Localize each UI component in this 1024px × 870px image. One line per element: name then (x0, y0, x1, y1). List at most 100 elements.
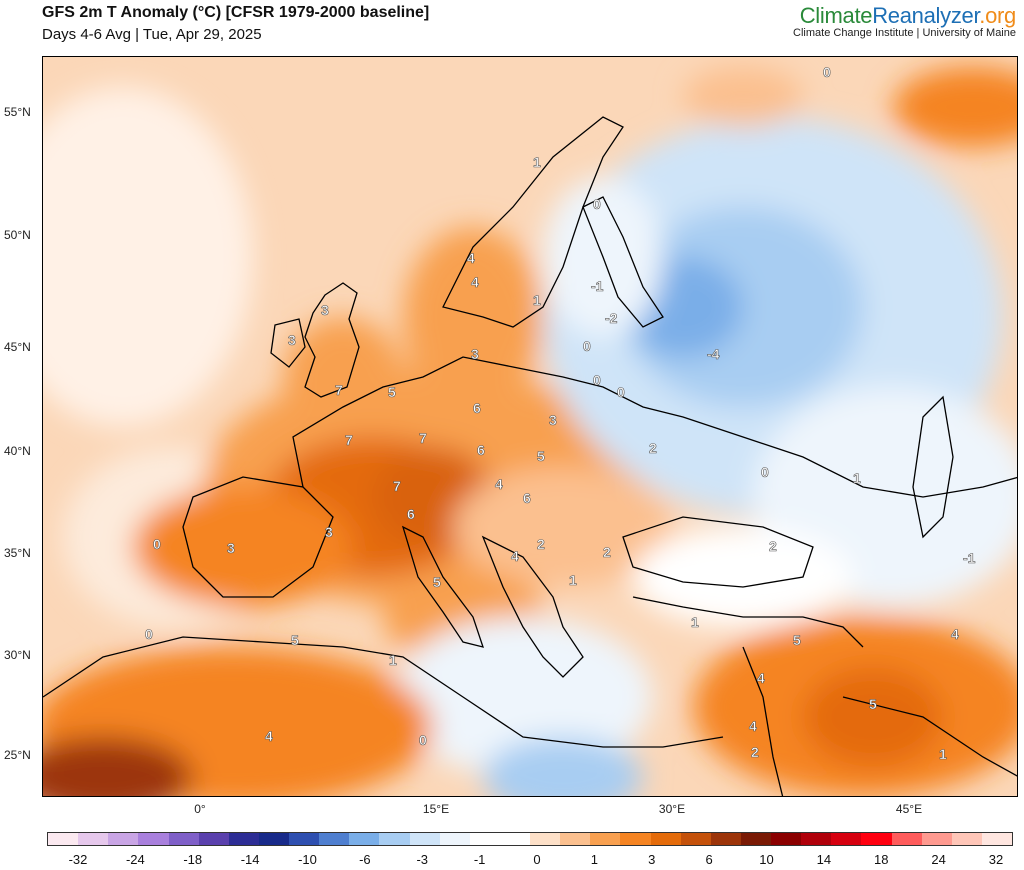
contour-label: 6 (407, 506, 415, 522)
map-title: GFS 2m T Anomaly (°C) [CFSR 1979-2000 ba… (42, 4, 430, 21)
contour-label: 3 (321, 302, 329, 318)
contour-label: 4 (757, 670, 765, 686)
colorbar-swatch (921, 833, 952, 845)
colorbar-tick-label: -3 (416, 852, 429, 867)
colorbar-tick-label: 10 (759, 852, 774, 867)
contour-label: -2 (605, 310, 618, 326)
colorbar-tick-label: -6 (359, 852, 371, 867)
colorbar-swatch (891, 833, 922, 845)
colorbar-swatch (650, 833, 681, 845)
contour-label: 6 (473, 400, 481, 416)
contour-label: 2 (537, 536, 545, 552)
map-subtitle: Days 4-6 Avg | Tue, Apr 29, 2025 (42, 26, 262, 43)
contour-label: 0 (593, 196, 601, 212)
contour-label: 4 (749, 718, 757, 734)
colorbar-swatch (258, 833, 289, 845)
colorbar-tick-label: -32 (68, 852, 88, 867)
colorbar-tick-label: 1 (590, 852, 598, 867)
contour-label: 1 (533, 292, 541, 308)
contour-label: 0 (617, 384, 625, 400)
colorbar-swatch (981, 833, 1012, 845)
contour-label: 0 (593, 372, 601, 388)
lon-label-0: 0° (194, 802, 206, 816)
colorbar-swatch (831, 833, 862, 845)
contour-label: 2 (649, 440, 657, 456)
contour-label: 3 (471, 346, 479, 362)
colorbar-tick-label: -14 (240, 852, 260, 867)
lon-label-30e: 30°E (658, 802, 686, 816)
lon-label-15e: 15°E (422, 802, 450, 816)
colorbar-swatch (680, 833, 711, 845)
colorbar-swatch (409, 833, 440, 845)
lat-label-35n: 35°N (4, 546, 31, 560)
colorbar-swatch (289, 833, 320, 845)
contour-label: 0 (823, 64, 831, 80)
contour-label: 1 (389, 652, 397, 668)
contour-label: 5 (537, 448, 545, 464)
colorbar-swatch (228, 833, 259, 845)
contour-label: 2 (751, 744, 759, 760)
contour-label: 1 (533, 154, 541, 170)
colorbar-swatch (319, 833, 350, 845)
colorbar-tick-label: 18 (874, 852, 889, 867)
colorbar-swatch (379, 833, 410, 845)
contour-label: -4 (707, 346, 720, 362)
colorbar-swatch (861, 833, 892, 845)
colorbar-swatch (801, 833, 832, 845)
brand-logo[interactable]: ClimateReanalyzer.org Climate Change Ins… (793, 3, 1016, 39)
colorbar-swatch (590, 833, 621, 845)
contour-label: 1 (691, 614, 699, 630)
colorbar-swatch (198, 833, 229, 845)
contour-label: 4 (471, 274, 479, 290)
colorbar-tick-label: 24 (931, 852, 946, 867)
contour-label: 6 (523, 490, 531, 506)
contour-labels: 0 1 3 4 3 3 7 5 7 6 7 6 5 7 6 3 4 6 5 4 … (145, 64, 976, 763)
colorbar-swatch (710, 833, 741, 845)
contour-label: -1 (591, 278, 604, 294)
colorbar-swatch (499, 833, 530, 845)
colorbar-tick-label: -18 (183, 852, 203, 867)
contour-label: 4 (951, 626, 959, 642)
colorbar-swatch (530, 833, 561, 845)
colorbar-tick-label: 32 (988, 852, 1004, 867)
lat-label-25n: 25°N (4, 748, 31, 762)
colorbar-swatch (138, 833, 169, 845)
contour-label: 4 (265, 728, 273, 744)
contour-label: -1 (963, 550, 976, 566)
contour-label: 0 (145, 626, 153, 642)
contour-label: 1 (939, 746, 947, 762)
contour-label: 2 (603, 544, 611, 560)
brand-name: ClimateReanalyzer.org (799, 3, 1017, 28)
colorbar-swatch (108, 833, 139, 845)
colorbar-swatch (469, 833, 500, 845)
lat-label-45n: 45°N (4, 340, 31, 354)
contour-label: 4 (467, 250, 475, 266)
contour-label: 0 (583, 338, 591, 354)
colorbar-swatch (771, 833, 802, 845)
brand-subtitle: Climate Change Institute | University of… (793, 27, 1016, 39)
contour-label: 1 (853, 470, 861, 486)
contour-label: 3 (325, 524, 333, 540)
contour-label: 5 (869, 696, 877, 712)
contour-label: 2 (769, 538, 777, 554)
contour-label: 6 (477, 442, 485, 458)
colorbar-swatch (439, 833, 470, 845)
colorbar-swatch (48, 833, 79, 845)
contour-label: 3 (227, 540, 235, 556)
contour-label: 4 (511, 548, 519, 564)
lat-label-30n: 30°N (4, 648, 31, 662)
colorbar-swatch (78, 833, 109, 845)
lat-label-40n: 40°N (4, 444, 31, 458)
contour-label: 7 (335, 382, 343, 398)
contour-label: 3 (288, 332, 296, 348)
colorbar-tick-label: 14 (816, 852, 832, 867)
contour-label: 7 (419, 430, 427, 446)
colorbar-tick-label: -1 (473, 852, 486, 867)
contour-label: 5 (291, 632, 299, 648)
anomaly-map[interactable]: 0 1 3 4 3 3 7 5 7 6 7 6 5 7 6 3 4 6 5 4 … (42, 56, 1018, 797)
colorbar-tick-label: -10 (298, 852, 317, 867)
contour-label: 3 (549, 412, 557, 428)
contour-label: 5 (388, 384, 396, 400)
contour-label: 7 (393, 478, 401, 494)
contour-label: 0 (153, 536, 161, 552)
